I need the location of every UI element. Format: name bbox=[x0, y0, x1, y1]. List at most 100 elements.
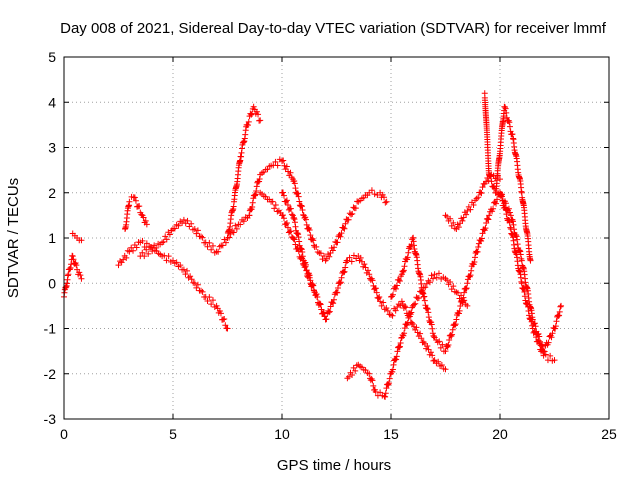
data-point bbox=[291, 180, 298, 187]
data-point bbox=[364, 267, 371, 274]
data-point bbox=[509, 218, 516, 225]
data-point bbox=[307, 277, 314, 284]
data-point bbox=[415, 294, 422, 301]
data-point bbox=[483, 178, 490, 185]
y-tick-label-3: 0 bbox=[48, 275, 56, 291]
data-point bbox=[466, 273, 473, 280]
data-point bbox=[396, 344, 403, 351]
data-point bbox=[463, 285, 470, 292]
data-point bbox=[372, 285, 379, 292]
data-point bbox=[143, 246, 150, 253]
data-point bbox=[310, 282, 317, 289]
data-point bbox=[532, 329, 539, 336]
data-point bbox=[461, 289, 468, 296]
data-point bbox=[69, 253, 76, 260]
data-point bbox=[341, 268, 348, 275]
y-tick-label-7: 4 bbox=[48, 94, 56, 110]
data-point bbox=[400, 267, 407, 274]
data-point bbox=[470, 202, 477, 209]
data-point bbox=[142, 217, 149, 224]
data-point bbox=[182, 271, 189, 278]
data-point bbox=[375, 295, 382, 302]
data-point bbox=[233, 225, 240, 232]
data-point bbox=[299, 206, 306, 213]
data-point bbox=[538, 346, 545, 353]
data-point bbox=[318, 306, 325, 313]
data-point bbox=[431, 357, 438, 364]
data-point bbox=[298, 254, 305, 261]
data-point bbox=[280, 215, 287, 222]
data-point bbox=[160, 238, 167, 245]
data-point bbox=[488, 178, 495, 185]
data-point bbox=[430, 275, 437, 282]
data-point bbox=[206, 239, 213, 246]
data-point bbox=[136, 203, 143, 210]
data-point bbox=[542, 351, 549, 358]
data-point bbox=[435, 358, 442, 365]
data-point bbox=[274, 162, 281, 169]
data-point bbox=[321, 313, 328, 320]
data-point bbox=[249, 199, 256, 206]
data-point bbox=[505, 216, 512, 223]
data-point bbox=[393, 356, 400, 363]
data-point bbox=[253, 108, 260, 115]
data-point bbox=[139, 237, 146, 244]
data-point bbox=[306, 272, 313, 279]
data-point bbox=[257, 117, 264, 124]
data-point bbox=[366, 370, 373, 377]
data-point bbox=[163, 257, 170, 264]
data-point bbox=[402, 304, 409, 311]
data-point bbox=[352, 205, 359, 212]
data-point bbox=[73, 262, 80, 269]
data-point bbox=[249, 204, 256, 211]
data-point bbox=[361, 261, 368, 268]
data-point bbox=[317, 250, 324, 257]
data-point bbox=[435, 270, 442, 277]
data-point bbox=[209, 297, 216, 304]
data-point bbox=[342, 264, 349, 271]
data-point bbox=[78, 237, 85, 244]
data-point bbox=[529, 322, 536, 329]
data-point bbox=[471, 254, 478, 261]
data-point bbox=[165, 253, 172, 260]
data-point bbox=[551, 357, 558, 364]
data-point bbox=[412, 300, 419, 307]
data-point bbox=[425, 309, 432, 316]
data-point bbox=[70, 256, 77, 263]
x-tick-label-5: 25 bbox=[601, 426, 617, 442]
data-point bbox=[78, 275, 85, 282]
data-point bbox=[198, 287, 205, 294]
data-point bbox=[427, 349, 434, 356]
data-point bbox=[426, 279, 433, 286]
data-point bbox=[384, 381, 391, 388]
data-point bbox=[556, 312, 563, 319]
x-tick-label-3: 15 bbox=[383, 426, 399, 442]
data-point bbox=[199, 288, 206, 295]
data-point bbox=[66, 266, 73, 273]
data-point bbox=[503, 109, 510, 116]
data-point bbox=[503, 211, 510, 218]
data-point bbox=[459, 297, 466, 304]
data-point bbox=[302, 261, 309, 268]
data-point bbox=[246, 212, 253, 219]
data-point bbox=[295, 234, 302, 241]
data-point bbox=[280, 192, 287, 199]
data-point bbox=[424, 306, 431, 313]
data-point bbox=[422, 284, 429, 291]
data-point bbox=[279, 189, 286, 196]
data-point bbox=[173, 259, 180, 266]
data-point bbox=[349, 210, 356, 217]
data-point bbox=[222, 322, 229, 329]
data-point bbox=[498, 193, 505, 200]
data-point bbox=[175, 222, 182, 229]
data-point bbox=[393, 353, 400, 360]
data-point bbox=[283, 219, 290, 226]
data-point bbox=[502, 206, 509, 213]
data-point bbox=[487, 173, 494, 180]
data-point bbox=[400, 268, 407, 275]
data-point bbox=[457, 303, 464, 310]
data-point bbox=[392, 307, 399, 314]
data-point bbox=[429, 325, 436, 332]
data-point bbox=[291, 236, 298, 243]
data-point bbox=[455, 224, 462, 231]
